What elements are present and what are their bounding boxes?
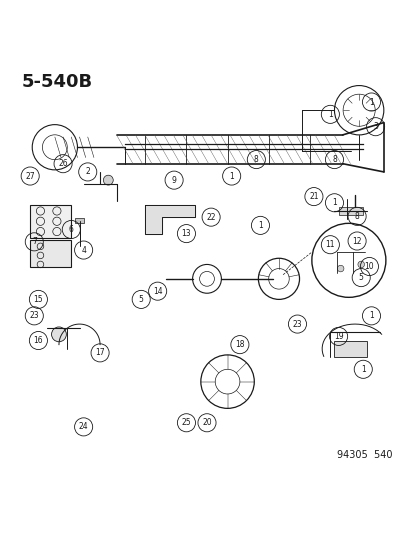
Text: 8: 8 (354, 212, 358, 221)
FancyBboxPatch shape (30, 205, 71, 238)
Text: 10: 10 (364, 262, 373, 271)
Text: 24: 24 (78, 422, 88, 431)
Text: 21: 21 (309, 192, 318, 201)
Text: 18: 18 (235, 340, 244, 349)
Text: 17: 17 (95, 349, 104, 357)
Text: 8: 8 (253, 155, 258, 164)
Text: 9: 9 (171, 176, 176, 184)
Text: 23: 23 (29, 311, 39, 320)
Polygon shape (145, 205, 194, 233)
Text: 23: 23 (292, 320, 301, 328)
Circle shape (337, 265, 343, 272)
Text: 1: 1 (327, 110, 332, 119)
FancyBboxPatch shape (334, 341, 366, 357)
FancyBboxPatch shape (338, 207, 362, 215)
Text: 15: 15 (33, 295, 43, 304)
Text: 5-540B: 5-540B (22, 73, 93, 91)
Text: 1: 1 (368, 311, 373, 320)
Text: 8: 8 (331, 155, 336, 164)
Text: 94305  540: 94305 540 (336, 450, 391, 460)
Circle shape (103, 175, 113, 185)
FancyBboxPatch shape (30, 240, 71, 266)
Text: 1: 1 (360, 365, 365, 374)
Text: 22: 22 (206, 213, 215, 222)
Text: 1: 1 (229, 172, 233, 181)
Text: 27: 27 (25, 172, 35, 181)
Text: 5: 5 (138, 295, 143, 304)
Text: 26: 26 (58, 159, 68, 168)
Text: 19: 19 (333, 332, 342, 341)
Text: 4: 4 (81, 246, 86, 255)
Text: 3: 3 (372, 122, 377, 131)
Text: 2: 2 (85, 167, 90, 176)
Text: 12: 12 (351, 237, 361, 246)
Text: 20: 20 (202, 418, 211, 427)
Text: 1: 1 (331, 198, 336, 207)
Circle shape (52, 327, 66, 342)
Text: 13: 13 (181, 229, 191, 238)
Text: 16: 16 (33, 336, 43, 345)
Text: 1: 1 (257, 221, 262, 230)
Circle shape (157, 206, 166, 216)
Text: 7: 7 (32, 237, 37, 246)
Text: 14: 14 (152, 287, 162, 296)
Text: 1: 1 (368, 98, 373, 107)
FancyBboxPatch shape (74, 219, 84, 223)
Text: 5: 5 (358, 273, 363, 282)
Text: 6: 6 (69, 225, 74, 234)
Circle shape (357, 261, 363, 268)
Text: 25: 25 (181, 418, 191, 427)
Text: 11: 11 (325, 240, 334, 249)
Circle shape (177, 206, 187, 216)
